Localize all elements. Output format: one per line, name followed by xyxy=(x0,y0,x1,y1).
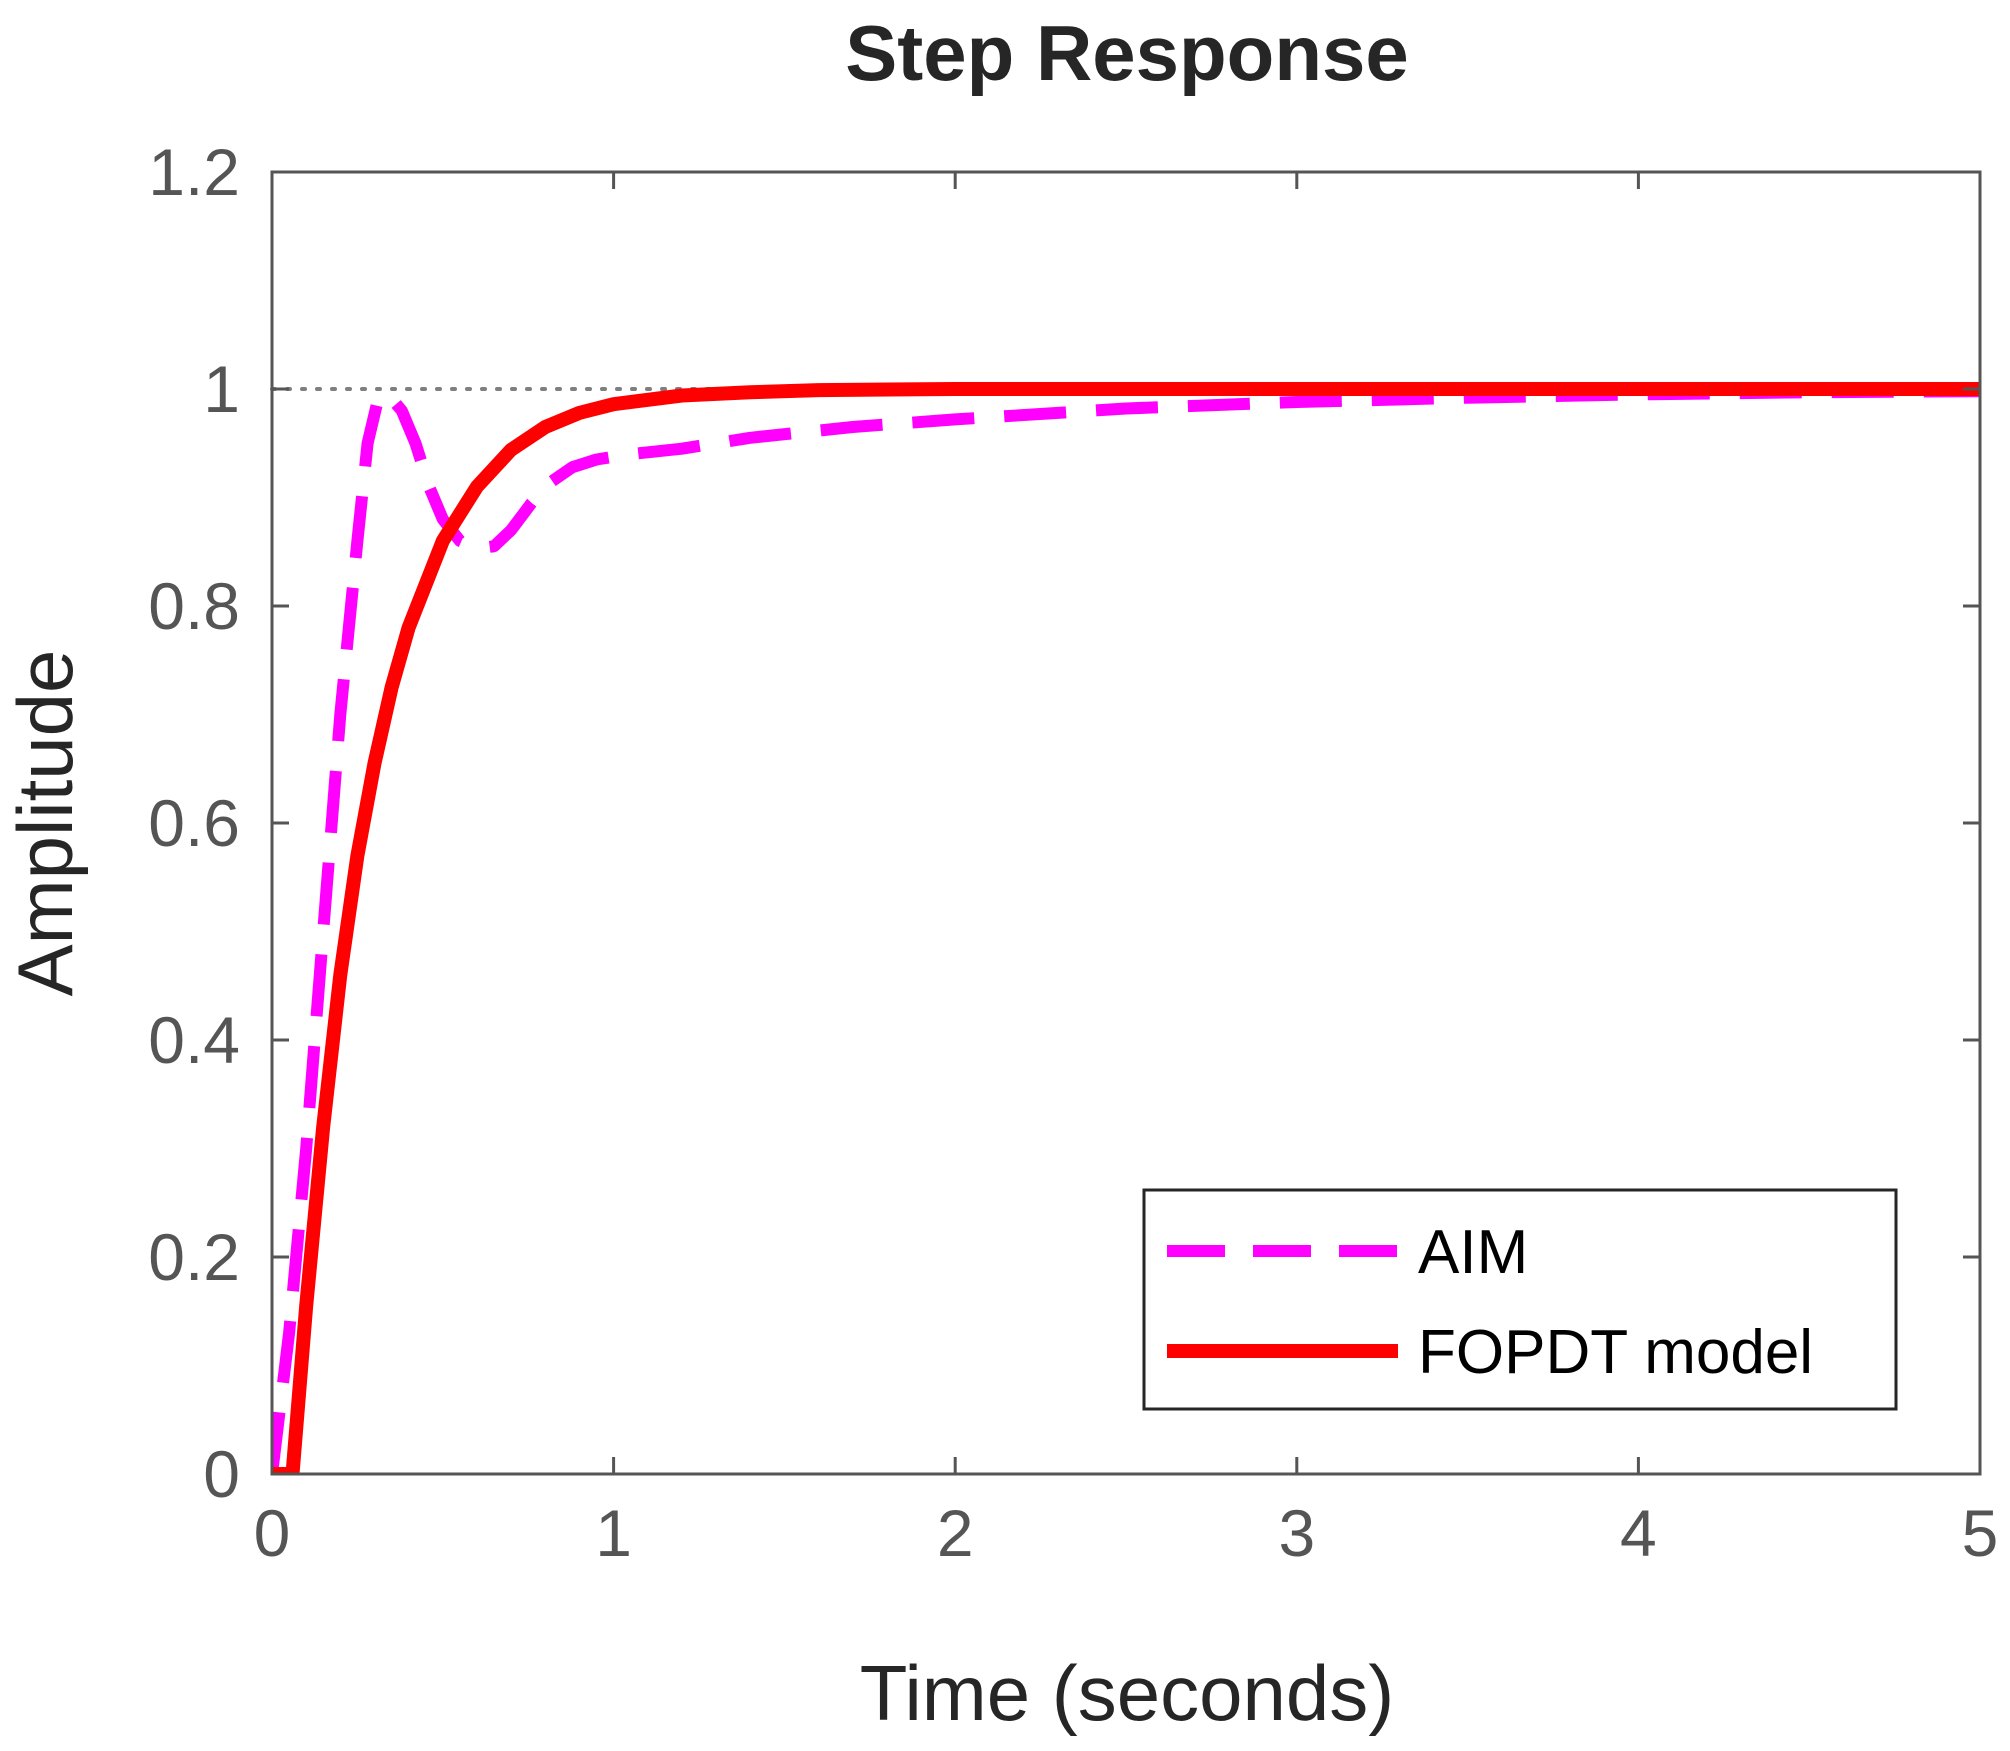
tick-marks xyxy=(270,170,1982,1476)
y-tick-label: 0 xyxy=(203,1437,240,1511)
y-tick-label: 0.8 xyxy=(148,569,240,643)
x-tick-label: 2 xyxy=(937,1496,974,1570)
legend-box xyxy=(1142,1188,1898,1411)
x-axis-label: Time (seconds) xyxy=(860,1649,1395,1737)
series-layer xyxy=(272,382,1980,1474)
chart-title: Step Response xyxy=(845,9,1408,97)
x-tick-label: 1 xyxy=(595,1496,632,1570)
x-tick-label: 4 xyxy=(1620,1496,1657,1570)
x-tick-label: 3 xyxy=(1278,1496,1315,1570)
legend-label-aim: AIM xyxy=(1418,1218,1528,1287)
y-tick-label: 0.4 xyxy=(148,1003,240,1077)
y-tick-label: 0.6 xyxy=(148,786,240,860)
series-line-aim xyxy=(272,385,1980,1474)
legend-label-fopdt-model: FOPDT model xyxy=(1418,1318,1813,1387)
y-tick-label: 0.2 xyxy=(148,1220,240,1294)
legend: AIM FOPDT model xyxy=(1142,1188,1898,1411)
y-axis-label: Amplitude xyxy=(1,650,89,997)
y-tick-label: 1.2 xyxy=(148,135,240,209)
x-tick-label: 0 xyxy=(254,1496,291,1570)
x-tick-label: 5 xyxy=(1962,1496,1999,1570)
y-tick-labels: 0 0.2 0.4 0.6 0.8 1 1.2 xyxy=(148,135,240,1511)
series-line-fopdt-model xyxy=(272,382,1980,1474)
y-tick-label: 1 xyxy=(203,352,240,426)
x-tick-labels: 0 1 2 3 4 5 xyxy=(254,1496,1999,1570)
